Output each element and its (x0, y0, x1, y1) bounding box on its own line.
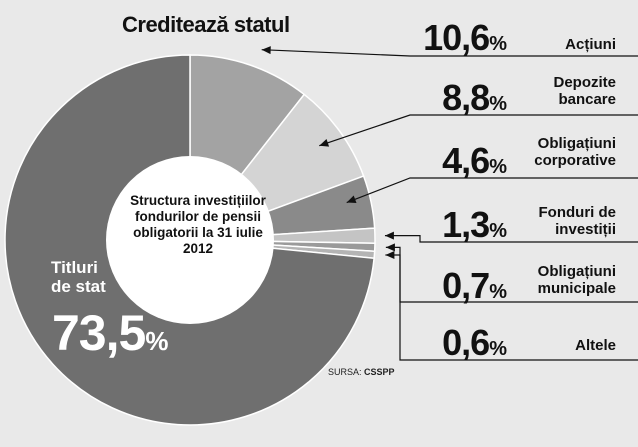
value-label-oblig-municipale: 0,7% (442, 265, 507, 306)
arrowhead-fonduri-de-investitii (384, 231, 394, 240)
center-label: Structura investițiilor fondurilor de pe… (130, 193, 266, 256)
leader-line-actiuni (261, 49, 638, 57)
leader-line-fonduri-de-investitii (384, 234, 638, 243)
donut-center (106, 156, 274, 324)
leader-line-depozite-bancare (319, 114, 638, 147)
category-label-oblig-corporative: Obligațiuni corporative (534, 135, 616, 169)
leader-fonduri-de-investitii (384, 231, 638, 243)
value-label-actiuni: 10,6% (423, 17, 507, 58)
arrowhead-obligatiuni-corporative (346, 195, 357, 203)
value-label-depozite: 8,8% (442, 77, 507, 118)
value-label-titluri: 73,5% (52, 305, 169, 361)
leader-depozite-bancare (319, 114, 638, 147)
value-label-fonduri: 1,3% (442, 204, 507, 245)
leader-actiuni (261, 46, 638, 57)
arrowhead-actiuni (261, 46, 271, 55)
value-label-altele: 0,6% (442, 322, 507, 363)
leader-line-obligatiuni-corporative (346, 177, 638, 204)
leader-lines-group (261, 46, 638, 361)
arrowhead-altele (385, 251, 395, 259)
arrowhead-obligatiuni-municipale (385, 243, 395, 252)
leader-altele (385, 251, 638, 361)
value-label-oblig-corporative: 4,6% (442, 140, 507, 181)
category-label-altele: Altele (575, 337, 616, 354)
chart-title: Creditează statul (122, 12, 290, 37)
leader-obligatiuni-corporative (346, 177, 638, 204)
category-label-titluri: Titluri de stat (51, 258, 106, 296)
category-label-depozite: Depozite bancare (553, 74, 616, 108)
source-note: SURSA: CSSPP (328, 367, 395, 377)
arrowhead-depozite-bancare (319, 139, 330, 147)
category-label-actiuni: Acțiuni (565, 36, 616, 53)
category-label-fonduri: Fonduri de investiții (538, 204, 617, 238)
category-label-oblig-municipale: Obligațiuni municipale (537, 263, 616, 297)
